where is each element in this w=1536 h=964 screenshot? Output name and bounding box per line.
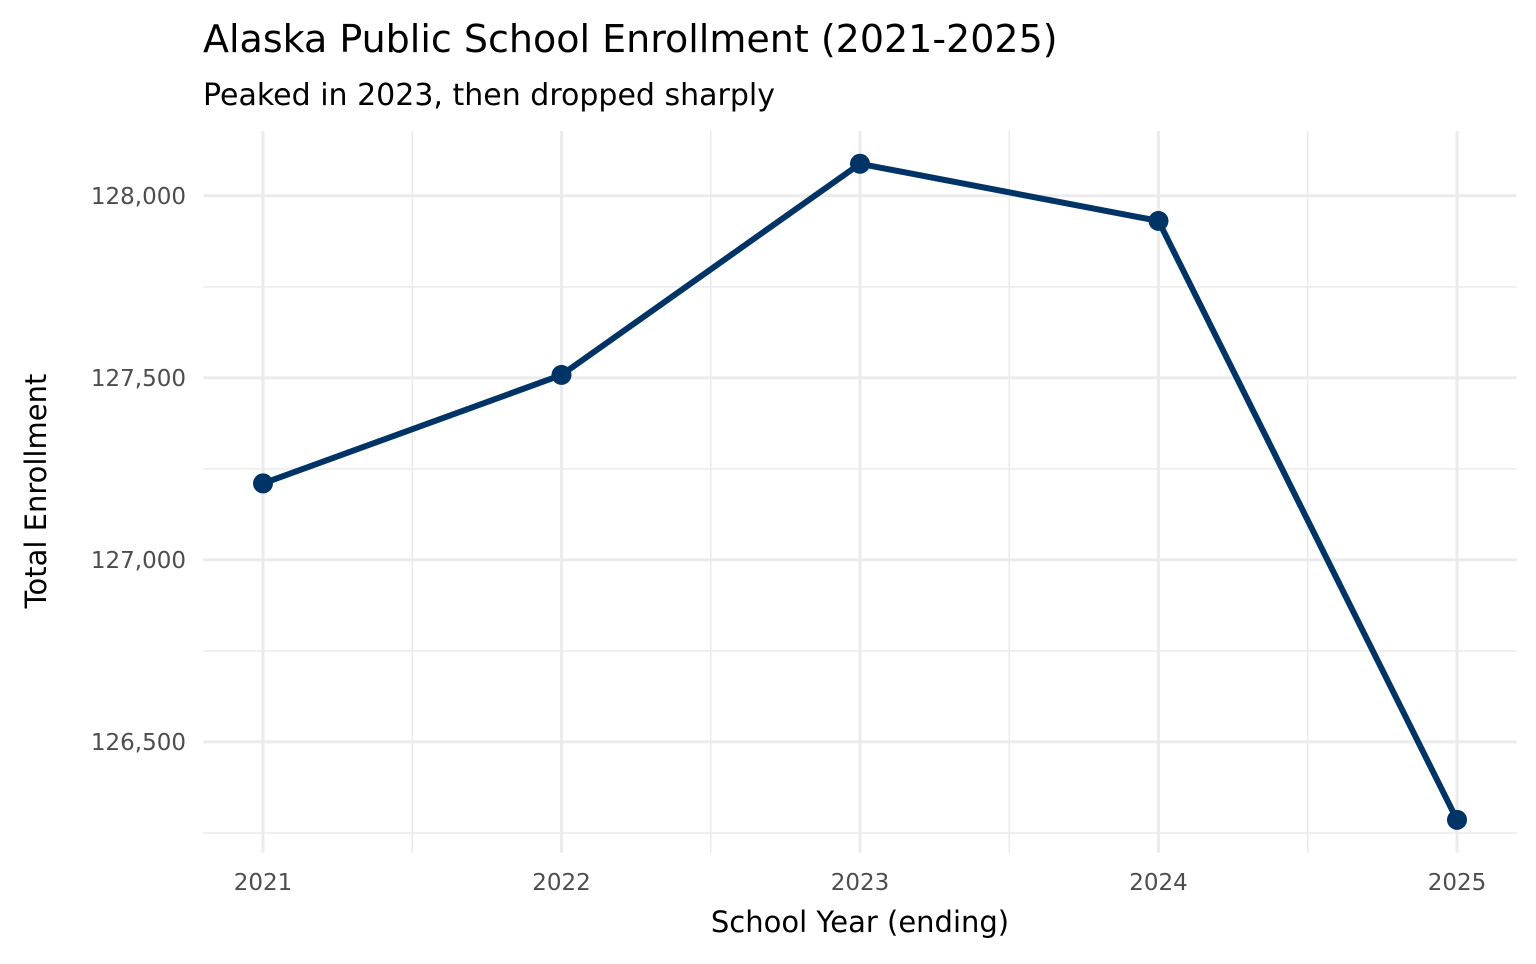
y-tick-label: 127,000 bbox=[91, 548, 186, 574]
data-point-2023 bbox=[850, 153, 870, 174]
data-point-2021 bbox=[253, 473, 273, 494]
y-tick-label: 128,000 bbox=[91, 184, 186, 210]
x-tick-label: 2023 bbox=[831, 870, 890, 896]
x-tick-label: 2024 bbox=[1129, 870, 1188, 896]
x-tick-label: 2025 bbox=[1428, 870, 1487, 896]
tick-labels: 126,500 127,000 127,500 128,000 2021 2022 2023… bbox=[91, 184, 1486, 896]
data-point-2025 bbox=[1447, 809, 1467, 830]
chart-title: Alaska Public School Enrollment (2021-20… bbox=[203, 17, 1058, 61]
chart-subtitle: Peaked in 2023, then dropped sharply bbox=[203, 78, 775, 113]
data-point-2024 bbox=[1148, 210, 1169, 231]
y-axis-label: Total Enrollment bbox=[19, 374, 53, 610]
x-axis-label: School Year (ending) bbox=[711, 905, 1009, 939]
x-tick-label: 2021 bbox=[234, 870, 293, 896]
y-tick-label: 127,500 bbox=[91, 366, 186, 392]
series-line-group bbox=[253, 153, 1467, 830]
y-tick-label: 126,500 bbox=[91, 730, 186, 756]
grid bbox=[203, 131, 1517, 853]
data-point-2022 bbox=[551, 364, 572, 385]
x-tick-label: 2022 bbox=[532, 870, 591, 896]
